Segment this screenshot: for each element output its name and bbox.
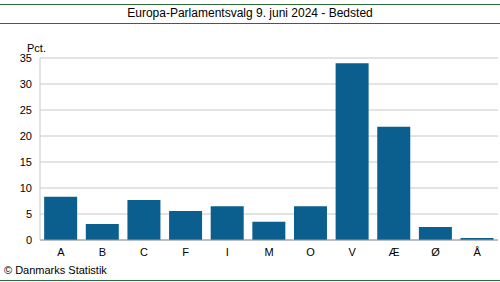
svg-text:15: 15 (20, 156, 32, 168)
svg-text:C: C (140, 246, 148, 258)
svg-text:I: I (226, 246, 229, 258)
html-text:Europa-Parlamentsvalg 9. juni: Europa-Parlamentsvalg 9. juni 2024 - Bed… (127, 6, 373, 20)
svg-text:M: M (264, 246, 273, 258)
svg-text:Ø: Ø (431, 246, 440, 258)
svg-text:A: A (57, 246, 65, 258)
svg-text:25: 25 (20, 104, 32, 116)
svg-text:30: 30 (20, 78, 32, 90)
svg-text:35: 35 (20, 52, 32, 64)
svg-text:F: F (182, 246, 189, 258)
svg-text:5: 5 (26, 208, 32, 220)
svg-text:Å: Å (474, 246, 482, 258)
svg-text:20: 20 (20, 130, 32, 142)
svg-text:Æ: Æ (388, 246, 399, 258)
svg-text:O: O (306, 246, 315, 258)
svg-text:B: B (99, 246, 106, 258)
svg-text:V: V (349, 246, 357, 258)
svg-text:0: 0 (26, 234, 32, 246)
html-text:© Danmarks Statistik: © Danmarks Statistik (4, 264, 107, 276)
html-text:Pct.: Pct. (27, 42, 46, 54)
svg-text:10: 10 (20, 182, 32, 194)
